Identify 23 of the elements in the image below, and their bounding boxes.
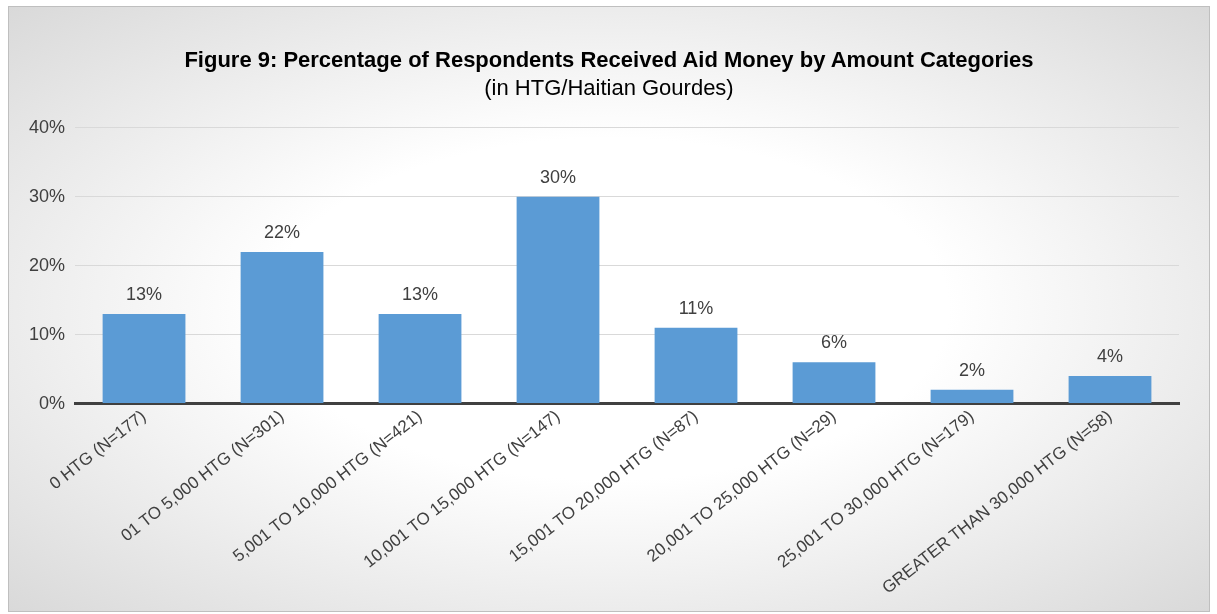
y-tick-label: 40%	[29, 116, 66, 137]
bar	[102, 313, 186, 404]
bar	[1068, 376, 1152, 404]
bar	[930, 389, 1014, 404]
data-label: 22%	[264, 221, 301, 242]
bar	[792, 362, 876, 404]
y-tick-label: 0%	[39, 392, 66, 413]
bar	[654, 327, 738, 404]
y-tick-label: 30%	[29, 185, 66, 206]
data-label: 30%	[540, 166, 577, 187]
chart-subtitle: (in HTG/Haitian Gourdes)	[483, 75, 735, 101]
bar	[240, 251, 324, 404]
bar	[516, 196, 600, 404]
data-label: 11%	[678, 297, 714, 318]
data-label: 13%	[402, 283, 439, 304]
data-label: 2%	[959, 359, 986, 380]
y-tick-label: 10%	[29, 323, 66, 344]
data-label: 6%	[821, 332, 848, 353]
data-label: 4%	[1096, 345, 1124, 366]
data-label: 13%	[126, 283, 163, 304]
chart-title: Figure 9: Percentage of Respondents Received Aid Money by Amount Categories	[183, 47, 1035, 73]
y-tick-label: 20%	[29, 254, 66, 275]
bar	[378, 313, 462, 404]
